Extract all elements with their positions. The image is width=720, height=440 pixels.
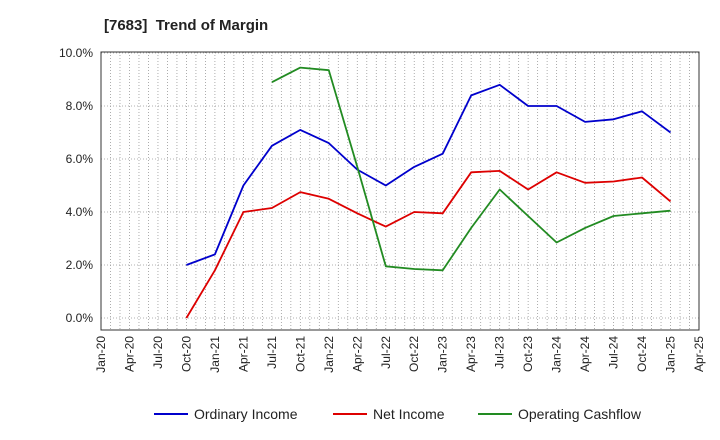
y-tick-label: 10.0% [59, 46, 93, 60]
x-tick-label: Jan-24 [550, 336, 564, 373]
x-tick-label: Apr-24 [578, 336, 592, 372]
series-line-ordinary-income [186, 83, 672, 266]
x-tick-label: Oct-20 [179, 336, 193, 372]
x-tick-label: Jul-23 [493, 336, 507, 369]
legend-label: Operating Cashflow [518, 406, 642, 422]
x-tick-label: Apr-23 [464, 336, 478, 372]
x-tick-label: Apr-20 [122, 336, 136, 372]
y-tick-label: 0.0% [66, 311, 94, 325]
x-tick-label: Oct-22 [407, 336, 421, 372]
x-tick-label: Jan-22 [322, 336, 336, 373]
x-tick-label: Oct-24 [635, 336, 649, 372]
x-tick-label: Jul-21 [265, 336, 279, 369]
series-line-operating-cashflow [271, 66, 671, 272]
x-tick-label: Jul-22 [379, 336, 393, 369]
legend-label: Net Income [373, 406, 445, 422]
x-tick-label: Jan-25 [664, 336, 678, 373]
plot-area [100, 51, 700, 331]
legend-label: Ordinary Income [194, 406, 298, 422]
y-tick-label: 4.0% [66, 205, 94, 219]
x-tick-label: Jul-20 [151, 336, 165, 369]
x-tick-label: Apr-22 [350, 336, 364, 372]
x-tick-label: Apr-21 [236, 336, 250, 372]
y-tick-label: 6.0% [66, 152, 94, 166]
x-tick-label: Oct-23 [521, 336, 535, 372]
x-tick-label: Oct-21 [293, 336, 307, 372]
y-tick-label: 8.0% [66, 99, 94, 113]
chart-title: [7683] Trend of Margin [104, 17, 269, 34]
x-tick-label: Jan-20 [94, 336, 108, 373]
y-tick-label: 2.0% [66, 258, 94, 272]
x-tick-label: Jul-24 [607, 336, 621, 369]
series-line-net-income [185, 169, 672, 319]
x-tick-label: Apr-25 [692, 336, 706, 372]
x-tick-label: Jan-21 [208, 336, 222, 373]
x-tick-label: Jan-23 [436, 336, 450, 373]
